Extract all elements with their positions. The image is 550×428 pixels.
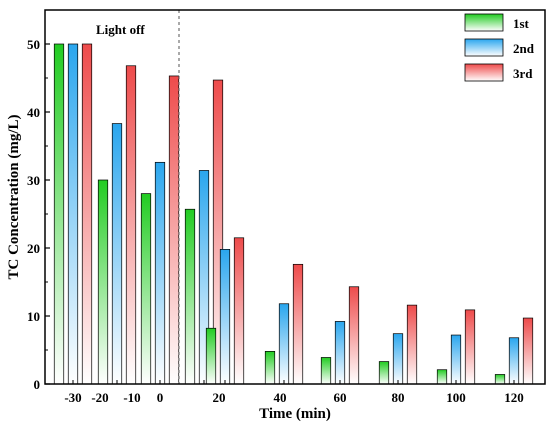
x-axis: -30 -20 -10 0 20 40 60 80 100 120 bbox=[64, 380, 524, 405]
bar-1st-0 bbox=[184, 208, 196, 385]
legend-swatch-2nd bbox=[464, 38, 504, 57]
bar-2nd--10 bbox=[154, 161, 166, 385]
legend-label-2nd: 2nd bbox=[513, 41, 535, 56]
bar-2nd-120 bbox=[508, 337, 520, 385]
bar-3rd--10 bbox=[168, 75, 180, 385]
x-tick-label: 80 bbox=[392, 390, 405, 405]
y-axis-title: TC Concentration (mg/L) bbox=[6, 115, 22, 280]
y-tick-label: 0 bbox=[34, 377, 41, 392]
x-tick-label: 0 bbox=[157, 390, 164, 405]
x-tick-label: 120 bbox=[504, 390, 524, 405]
light-off-annotation: Light off bbox=[96, 22, 145, 37]
legend-swatch-1st bbox=[464, 13, 504, 32]
bar-1st--20 bbox=[97, 179, 109, 385]
legend: 1st 2nd 3rd bbox=[464, 13, 535, 82]
bar-1st-100 bbox=[436, 369, 448, 385]
plot-frame bbox=[44, 9, 546, 385]
bar-3rd--30 bbox=[81, 43, 93, 385]
bar-2nd-80 bbox=[392, 333, 404, 385]
legend-swatch-3rd bbox=[464, 63, 504, 82]
bar-2nd-40 bbox=[278, 303, 290, 385]
bar-1st-60 bbox=[320, 357, 332, 385]
bars-layer bbox=[53, 43, 534, 385]
bar-3rd-100 bbox=[464, 309, 476, 385]
bar-1st-40 bbox=[264, 351, 276, 385]
x-tick-label: 20 bbox=[213, 390, 226, 405]
x-axis-title: Time (min) bbox=[259, 406, 331, 422]
bar-2nd--20 bbox=[111, 123, 123, 385]
x-tick-label: -10 bbox=[123, 390, 140, 405]
bar-3rd--20 bbox=[125, 65, 137, 385]
x-tick-label: -30 bbox=[64, 390, 81, 405]
bar-3rd-120 bbox=[522, 317, 534, 385]
x-tick-label: 60 bbox=[334, 390, 347, 405]
bar-2nd-20 bbox=[219, 249, 231, 385]
bar-3rd-40 bbox=[292, 263, 304, 385]
y-tick-label: 40 bbox=[27, 105, 40, 120]
y-tick-label: 50 bbox=[27, 37, 40, 52]
bar-1st--30 bbox=[53, 43, 65, 385]
bar-2nd--30 bbox=[67, 43, 79, 385]
bar-2nd-100 bbox=[450, 334, 462, 385]
bar-1st-20 bbox=[205, 327, 217, 385]
legend-label-1st: 1st bbox=[513, 16, 530, 31]
bar-3rd-20 bbox=[233, 237, 245, 385]
bar-3rd-60 bbox=[348, 286, 360, 385]
bar-1st-80 bbox=[378, 361, 390, 385]
bar-3rd-80 bbox=[406, 304, 418, 385]
bar-1st--10 bbox=[140, 193, 152, 385]
y-tick-label: 30 bbox=[27, 173, 40, 188]
x-tick-label: 40 bbox=[274, 390, 287, 405]
y-axis: 0 10 20 30 40 50 bbox=[27, 37, 50, 392]
bar-2nd-60 bbox=[334, 321, 346, 385]
bar-1st-120 bbox=[494, 374, 506, 385]
y-tick-label: 20 bbox=[27, 241, 40, 256]
y-tick-label: 10 bbox=[27, 309, 40, 324]
x-tick-label: 100 bbox=[446, 390, 466, 405]
x-tick-label: -20 bbox=[91, 390, 108, 405]
legend-label-3rd: 3rd bbox=[513, 66, 533, 81]
